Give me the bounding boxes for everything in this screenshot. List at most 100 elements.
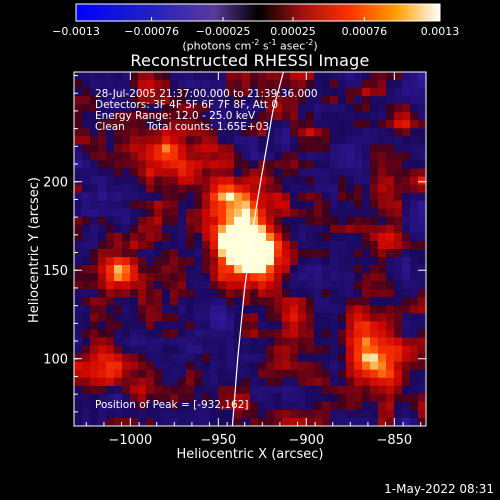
heatmap-cell [362,160,371,170]
heatmap-cell [202,353,211,363]
heatmap-cell [274,128,283,137]
heatmap-cell [282,417,291,426]
heatmap-cell [146,257,155,266]
heatmap-cell [146,184,155,194]
annotation-clean: Clean [95,121,125,133]
heatmap-cell [114,208,123,218]
heatmap-cell [282,152,291,162]
heatmap-cell [226,88,235,97]
heatmap-cell [226,345,235,355]
heatmap-cell [74,409,83,419]
heatmap-cell [298,200,307,210]
heatmap-cell [138,208,147,218]
heatmap-cell [314,345,323,355]
heatmap-cell [130,128,139,137]
heatmap-cell [138,112,147,121]
heatmap-cell [130,160,139,170]
heatmap-cell [146,281,155,290]
heatmap-cell [410,249,419,258]
heatmap-cell [178,281,187,290]
heatmap-cell [322,409,331,419]
heatmap-cell [410,393,419,403]
heatmap-cell [274,144,283,154]
heatmap-cell [226,176,235,186]
heatmap-cell [194,152,203,162]
heatmap-cell [290,305,299,314]
heatmap-cell [314,273,323,282]
heatmap-cell [306,329,315,339]
heatmap-cell [314,192,323,202]
heatmap-cell [74,393,83,403]
heatmap-cell [154,377,163,387]
heatmap-cell [194,200,203,210]
heatmap-cell [130,273,139,282]
heatmap-cell [418,313,426,323]
heatmap-cell [186,184,195,194]
heatmap-cell [306,144,315,154]
heatmap-cell [226,393,235,403]
heatmap-cell [210,104,219,113]
heatmap-cell [306,385,315,395]
heatmap-cell [370,313,379,323]
heatmap-cell [338,72,347,81]
heatmap-cell [178,257,187,266]
heatmap-cell [162,128,171,137]
heatmap-cell [386,184,395,194]
heatmap-cell [386,409,395,419]
heatmap-cell [314,72,323,81]
heatmap-cell [106,281,115,290]
heatmap-cell [354,184,363,194]
heatmap-cell [106,417,115,426]
heatmap-cell [202,393,211,403]
heatmap-cell [266,112,275,121]
heatmap-cell [194,409,203,419]
heatmap-cell [322,417,331,426]
heatmap-cell [82,329,91,339]
heatmap-cell [322,200,331,210]
heatmap-cell [290,265,299,274]
heatmap-cell [370,96,379,105]
heatmap-cell [370,80,379,89]
heatmap-cell [210,273,219,282]
heatmap-cell [114,136,123,146]
heatmap-cell [122,273,131,282]
heatmap-cell [394,112,403,121]
heatmap-cell [242,80,251,89]
heatmap-cell [354,353,363,363]
heatmap-cell [178,361,187,371]
heatmap-cell [346,168,355,178]
heatmap-cell [354,369,363,379]
heatmap-cell [410,329,419,339]
heatmap-cell [162,337,171,347]
heatmap-cell [82,257,91,266]
heatmap-cell [170,321,179,331]
heatmap-cell [298,281,307,290]
heatmap-cell [122,305,131,314]
heatmap-cell [162,417,171,426]
heatmap-cell [290,361,299,371]
heatmap-cell [154,144,163,154]
heatmap-cell [274,393,283,403]
heatmap-cell [242,305,251,314]
heatmap-cell [90,289,99,298]
heatmap-cell [282,192,291,202]
heatmap-cell [402,361,411,371]
heatmap-cell [386,232,395,242]
heatmap-cell [138,337,147,347]
heatmap-cell [274,345,283,355]
heatmap-cell [322,104,331,113]
heatmap-cell [202,281,211,290]
footer-date: 1-May-2022 08:31 [384,482,494,496]
heatmap-cell [354,273,363,282]
heatmap-cell [410,192,419,202]
heatmap-cell [82,321,91,331]
heatmap-cell [290,112,299,121]
heatmap-cell [242,200,251,210]
heatmap-cell [298,337,307,347]
heatmap-cell [322,120,331,129]
heatmap-cell [234,176,243,186]
heatmap-cell [418,337,426,347]
heatmap-cell [98,168,107,178]
heatmap-cell [82,289,91,298]
heatmap-cell [370,417,379,426]
